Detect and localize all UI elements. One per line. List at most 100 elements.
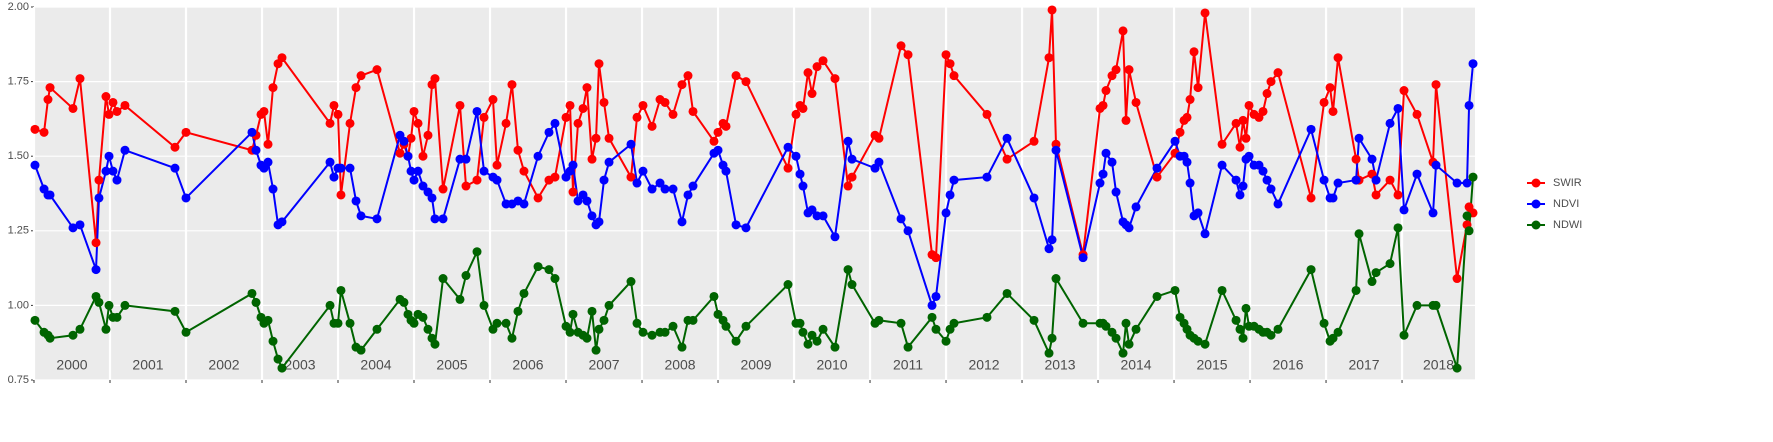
- data-point: [1170, 136, 1180, 146]
- data-point: [395, 148, 405, 158]
- data-point: [1462, 211, 1472, 221]
- data-point: [1431, 160, 1441, 170]
- data-point: [68, 103, 78, 113]
- data-point: [277, 53, 287, 63]
- data-point: [112, 106, 122, 116]
- data-point: [1273, 324, 1283, 334]
- data-point: [1047, 235, 1057, 245]
- data-point: [568, 160, 578, 170]
- data-point: [1452, 178, 1462, 188]
- data-point: [247, 288, 257, 298]
- data-point: [351, 196, 361, 206]
- data-point: [1367, 277, 1377, 287]
- data-point: [830, 232, 840, 242]
- data-point: [594, 59, 604, 69]
- data-point: [507, 80, 517, 90]
- data-point: [1462, 178, 1472, 188]
- data-point: [68, 223, 78, 233]
- data-point: [807, 205, 817, 215]
- data-point: [372, 324, 382, 334]
- data-point: [1200, 8, 1210, 18]
- data-point: [263, 315, 273, 325]
- data-point: [345, 163, 355, 173]
- data-point: [1217, 160, 1227, 170]
- data-point: [565, 327, 575, 337]
- data-point: [507, 333, 517, 343]
- data-point: [1118, 26, 1128, 36]
- data-point: [345, 318, 355, 328]
- data-point: [688, 106, 698, 116]
- data-point: [599, 97, 609, 107]
- data-point: [587, 154, 597, 164]
- data-point: [668, 109, 678, 119]
- data-point: [1200, 229, 1210, 239]
- data-point: [501, 318, 511, 328]
- x-tick-label: 2002: [208, 357, 239, 373]
- data-point: [1051, 145, 1061, 155]
- data-point: [807, 330, 817, 340]
- legend-label: NDVI: [1553, 198, 1579, 210]
- x-tick-label: 2017: [1348, 357, 1379, 373]
- data-point: [1098, 169, 1108, 179]
- data-point: [807, 89, 817, 99]
- data-point: [803, 339, 813, 349]
- data-point: [120, 100, 130, 110]
- data-point: [604, 300, 614, 310]
- data-point: [741, 77, 751, 87]
- data-point: [1235, 324, 1245, 334]
- data-point: [578, 103, 588, 113]
- data-point: [896, 214, 906, 224]
- data-point: [170, 142, 180, 152]
- data-point: [1468, 59, 1478, 69]
- data-point: [533, 262, 543, 272]
- data-point: [949, 318, 959, 328]
- data-point: [1266, 77, 1276, 87]
- data-point: [372, 214, 382, 224]
- data-point: [1244, 151, 1254, 161]
- data-point: [803, 68, 813, 78]
- data-point: [104, 300, 114, 310]
- x-tick-label: 2005: [436, 357, 467, 373]
- data-point: [181, 127, 191, 137]
- data-point: [1266, 330, 1276, 340]
- data-point: [874, 315, 884, 325]
- data-point: [1241, 133, 1251, 143]
- data-point: [847, 154, 857, 164]
- data-point: [818, 56, 828, 66]
- data-point: [259, 106, 269, 116]
- data-point: [783, 163, 793, 173]
- data-point: [1200, 339, 1210, 349]
- data-point: [277, 217, 287, 227]
- data-point: [409, 175, 419, 185]
- data-point: [843, 136, 853, 146]
- data-point: [94, 297, 104, 307]
- data-point: [1044, 244, 1054, 254]
- data-point: [1098, 100, 1108, 110]
- data-point: [472, 247, 482, 257]
- data-point: [336, 190, 346, 200]
- data-point: [632, 318, 642, 328]
- data-point: [818, 211, 828, 221]
- plot-background: [34, 7, 1475, 380]
- data-point: [874, 133, 884, 143]
- data-point: [91, 265, 101, 275]
- data-point: [438, 214, 448, 224]
- data-point: [604, 133, 614, 143]
- data-point: [418, 151, 428, 161]
- data-point: [101, 92, 111, 102]
- data-point: [1101, 321, 1111, 331]
- data-point: [565, 100, 575, 110]
- data-point: [75, 220, 85, 230]
- data-point: [647, 121, 657, 131]
- data-point: [1319, 318, 1329, 328]
- data-point: [325, 157, 335, 167]
- data-point: [277, 363, 287, 373]
- data-point: [812, 336, 822, 346]
- data-point: [1354, 229, 1364, 239]
- data-point: [604, 157, 614, 167]
- data-point: [94, 175, 104, 185]
- data-point: [268, 184, 278, 194]
- data-point: [550, 274, 560, 284]
- data-point: [647, 330, 657, 340]
